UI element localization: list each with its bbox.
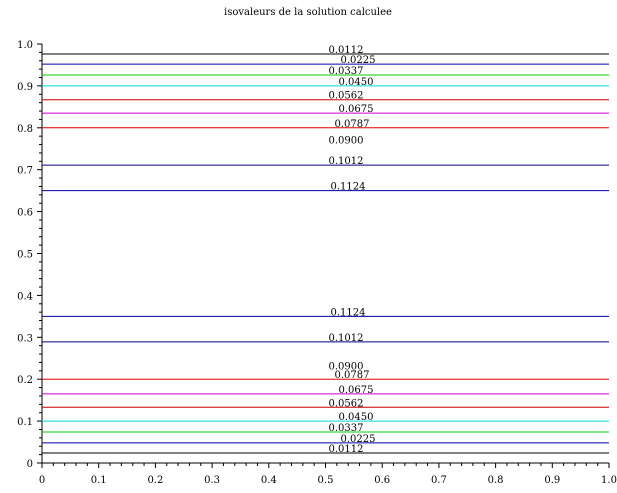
isoline-label: 0.1124 <box>331 182 366 193</box>
x-tick-label: 0.8 <box>488 475 504 486</box>
y-tick-label: 0.6 <box>17 208 33 219</box>
y-tick-label: 0.3 <box>17 333 33 344</box>
y-tick-label: 0.9 <box>17 82 33 93</box>
isoline-label: 0.0112 <box>329 45 364 56</box>
x-tick-label: 0.1 <box>91 475 107 486</box>
x-tick-label: 0.4 <box>261 475 277 486</box>
plot-area: 0 0.1 0.2 0.3 0.4 0.5 0.6 0.7 0.8 0.9 1.0 0 0.1 0.2 0.… <box>17 40 617 486</box>
isoline-label: 0.1124 <box>331 307 366 318</box>
isoline-label: 0.0450 <box>339 412 374 423</box>
y-tick-label: 0 <box>27 459 33 470</box>
isoline-label: 0.0675 <box>339 385 374 396</box>
isoline-label: 0.0337 <box>329 66 364 77</box>
x-tick-label: 0.2 <box>147 475 163 486</box>
y-tick-label: 0.5 <box>17 250 33 261</box>
x-tick-label: 0.6 <box>374 475 390 486</box>
isoline-label: 0.0787 <box>335 370 370 381</box>
isoline-label: 0.1012 <box>329 156 364 167</box>
isoline-label: 0.0450 <box>339 77 374 88</box>
isoline-label: 0.0112 <box>329 444 364 455</box>
isoline-label: 0.0787 <box>335 119 370 130</box>
isoline-label: 0.0675 <box>339 104 374 115</box>
x-tick-label: 0.5 <box>318 475 334 486</box>
x-tick-label: 0 <box>39 475 45 486</box>
isoline-label: 0.0337 <box>329 423 364 434</box>
x-tick-label: 0.7 <box>431 475 447 486</box>
x-tick-label: 0.3 <box>204 475 220 486</box>
y-tick-label: 0.1 <box>17 417 33 428</box>
y-tick-label: 0.7 <box>17 166 33 177</box>
x-tick-label: 0.9 <box>544 475 560 486</box>
chart-title: isovaleurs de la solution calculee <box>224 7 392 18</box>
isoline-label: 0.0562 <box>329 91 364 102</box>
isoline-label: 0.0900 <box>329 362 364 373</box>
isoline-label: 0.0900 <box>329 135 364 146</box>
isoline-label: 0.0562 <box>329 398 364 409</box>
x-tick-label: 1.0 <box>601 475 617 486</box>
y-tick-label: 0.8 <box>17 124 33 135</box>
y-tick-label: 0.2 <box>17 375 33 386</box>
isoline-label: 0.1012 <box>329 333 364 344</box>
y-tick-label: 0.4 <box>17 291 33 302</box>
isoline-label: 0.0225 <box>341 434 376 445</box>
y-tick-label: 1.0 <box>17 40 33 51</box>
isoline-label: 0.0225 <box>341 55 376 66</box>
